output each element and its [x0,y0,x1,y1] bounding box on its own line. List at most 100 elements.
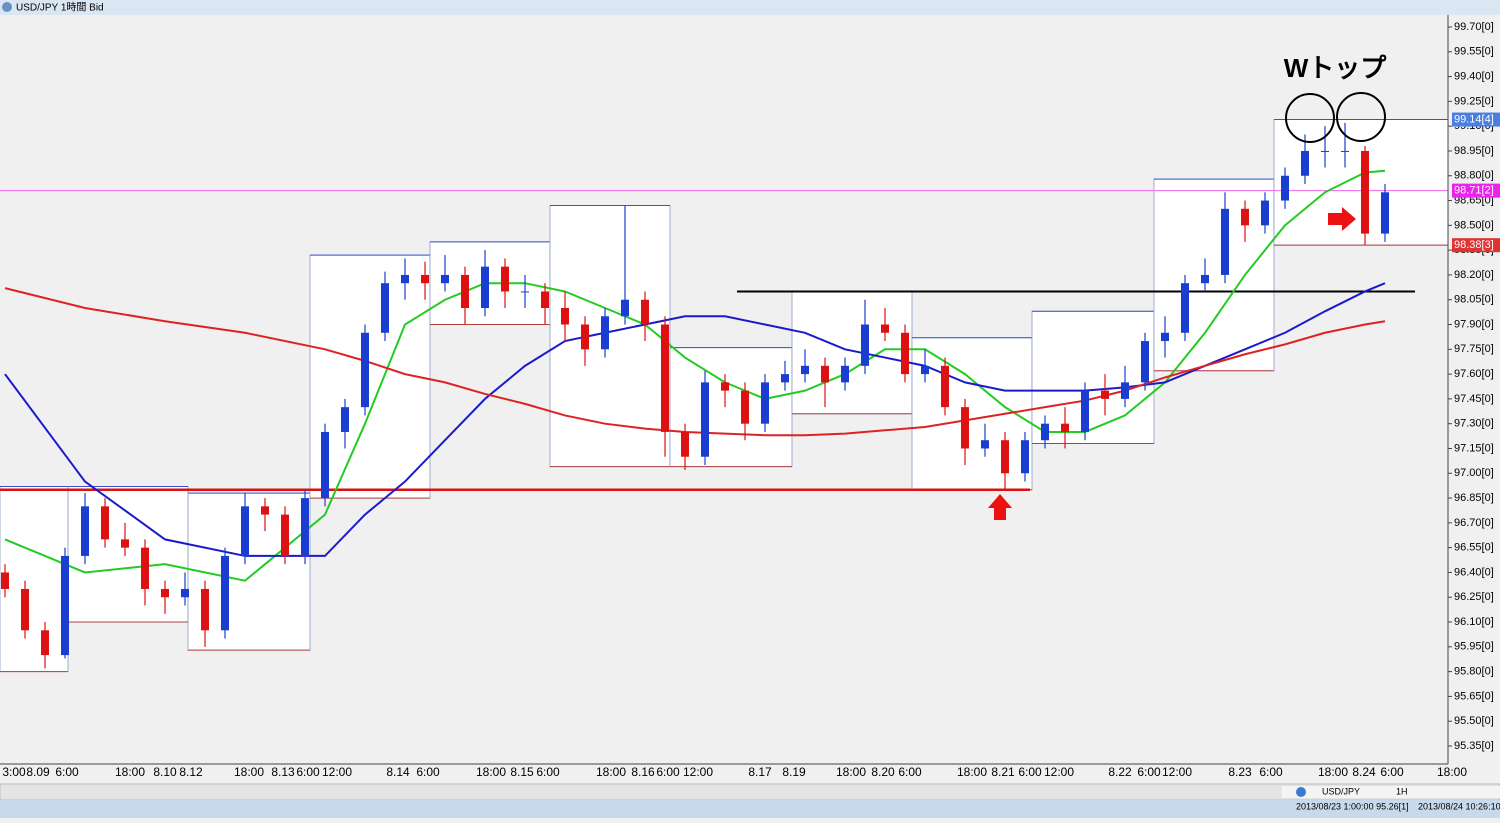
candle-body [641,299,649,325]
moving-average [4,287,1386,437]
day-box [1031,310,1155,444]
title-bar [0,0,1500,15]
price-label: 96.40[0] [1454,566,1494,578]
symbol-select[interactable]: USD/JPY [1322,786,1360,796]
price-tag [1452,112,1500,127]
candle-body [461,274,469,308]
annotation-circle [1336,92,1386,142]
time-label: 6:00 [656,765,680,779]
candle-body [281,514,289,556]
candle-body [441,274,449,284]
time-label: 18:00 [836,765,866,779]
candle-body [781,374,789,383]
time-label: 8.09 [26,765,50,779]
time-label: 18:00 [596,765,626,779]
candle-body [601,316,609,350]
time-label: 6:00 [416,765,440,779]
candle-body [741,390,749,424]
candle-body [21,588,29,631]
timeframe-select[interactable]: 1H [1396,786,1408,796]
price-label: 97.75[0] [1454,343,1494,355]
candle-body [121,539,129,548]
time-label: 18:00 [957,765,987,779]
time-label: 12:00 [683,765,713,779]
candle-body [821,365,829,383]
time-label: 8.14 [386,765,410,779]
candle-body [621,299,629,317]
candle-body [201,588,209,631]
time-label: 8.16 [631,765,655,779]
annotation-circle [1285,93,1335,143]
candle-body [1081,390,1089,432]
time-label: 12:00 [1044,765,1074,779]
time-label: 18:00 [234,765,264,779]
time-label: 8.15 [510,765,534,779]
time-label: 8.21 [991,765,1015,779]
price-label: 96.25[0] [1454,591,1494,603]
candle-body [221,555,229,631]
candle-body [1281,175,1289,201]
toolbar [1282,786,1500,798]
price-label: 95.65[0] [1454,690,1494,702]
candle-body [321,431,329,499]
candle-body [501,266,509,292]
time-label: 8.12 [179,765,203,779]
candle-body [401,274,409,284]
time-label: 3:00 [2,765,26,779]
scrollbar[interactable] [0,783,1500,801]
candle-body [241,506,249,556]
candle-body [361,332,369,408]
candle-body [1041,423,1049,441]
price-label: 97.30[0] [1454,418,1494,430]
candle-body [801,365,809,375]
price-label: 98.50[0] [1454,219,1494,231]
candle-body [1221,208,1229,275]
time-label: 6:00 [296,765,320,779]
day-box [1153,178,1275,372]
candle-body [481,266,489,308]
candle-body [1001,440,1009,474]
time-label: 18:00 [115,765,145,779]
price-tag-label: 98.71[2] [1454,185,1494,197]
candle-body [701,382,709,457]
time-label: 8.23 [1228,765,1252,779]
time-label: 6:00 [1380,765,1404,779]
candle-body [1381,192,1389,234]
time-label: 8.17 [748,765,772,779]
time-label: 18:00 [476,765,506,779]
app-icon [2,2,12,12]
candle-body [981,440,989,449]
candle-body [1361,150,1369,234]
candle-body [1261,200,1269,226]
globe-button[interactable] [1296,787,1306,797]
candle-body [761,382,769,424]
price-label: 96.70[0] [1454,517,1494,529]
price-tag [1452,238,1500,253]
price-label: 97.45[0] [1454,393,1494,405]
status-right: 2013/08/24 10:26:10 [1418,801,1500,811]
time-label: 12:00 [322,765,352,779]
price-label: 96.10[0] [1454,616,1494,628]
candle-body [561,307,569,325]
time-label: 6:00 [536,765,560,779]
candle-body [1021,440,1029,474]
candle-body [1321,150,1329,152]
time-label: 8.20 [871,765,895,779]
time-label: 8.22 [1108,765,1132,779]
annotation-text: Wトップ [1284,53,1388,83]
price-label: 98.95[0] [1454,145,1494,157]
candle-body [861,324,869,366]
price-label: 98.80[0] [1454,170,1494,182]
candle-body [881,324,889,333]
price-label: 95.50[0] [1454,715,1494,727]
candle-body [961,407,969,449]
status-left: 2013/08/23 1:00:00 95.26[1] [1296,801,1409,811]
candle-body [1241,208,1249,226]
candle-body [681,431,689,457]
candle-body [1181,283,1189,333]
price-label: 97.00[0] [1454,467,1494,479]
candle-body [41,630,49,656]
candle-body [101,506,109,540]
